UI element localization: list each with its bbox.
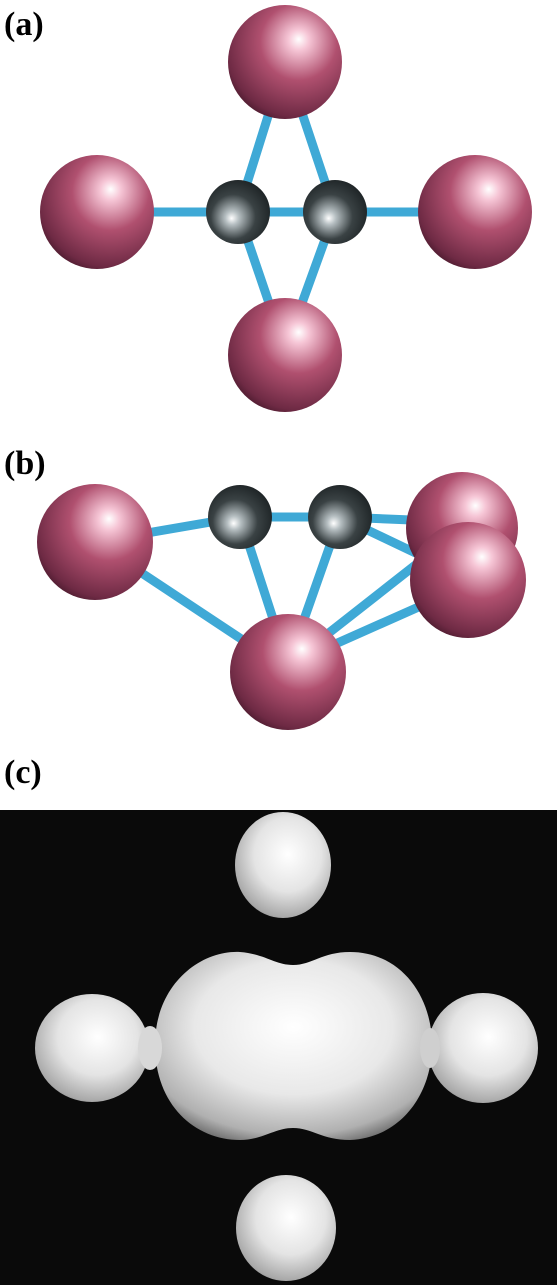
large-atom-back-right [406,472,518,584]
neck-right [420,1028,440,1068]
lobe-top [235,812,331,918]
bond [90,512,245,547]
isosurface-panel [0,810,557,1285]
molecule-top-view [40,5,532,412]
small-atom-right [303,180,367,244]
panel-label-c: (c) [4,754,42,791]
lobe-left [35,994,149,1102]
bonds [90,512,473,675]
small-atom-left [206,180,270,244]
lobe-bottom [236,1175,336,1281]
small-atom-left [208,485,272,549]
bond [283,580,473,670]
large-atom-left [37,484,153,600]
bond [335,512,465,527]
large-atom-bottom [230,614,346,730]
large-atom-top [228,5,342,119]
atoms [37,472,526,730]
isosurface [35,812,538,1281]
central-lobe [155,951,432,1140]
small-atom-right [308,485,372,549]
panel-label-a: (a) [4,6,44,43]
neck-left [138,1026,162,1070]
large-atom-front-right [410,522,526,638]
panel-label-b: (b) [4,445,46,482]
lobe-right [428,993,538,1103]
large-atom-bottom [228,298,342,412]
bond [283,512,345,670]
large-atom-right [418,155,532,269]
atoms [40,5,532,412]
bond [235,512,293,670]
bond [283,525,465,670]
bond [335,512,473,583]
bond [90,537,293,675]
large-atom-left [40,155,154,269]
